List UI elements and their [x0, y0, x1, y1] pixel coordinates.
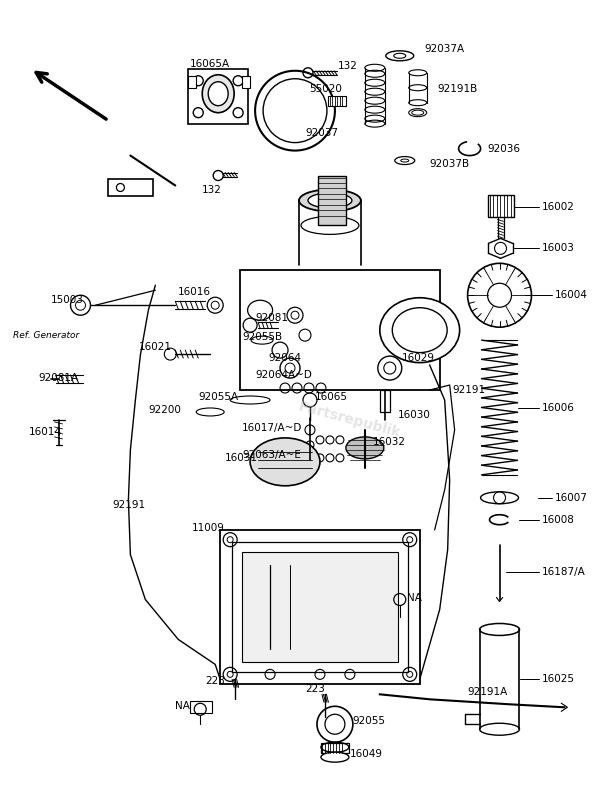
Text: 92200: 92200: [148, 405, 181, 415]
Text: 223: 223: [205, 676, 225, 686]
Bar: [188, 69, 248, 124]
Text: 92064: 92064: [268, 353, 301, 363]
Ellipse shape: [321, 752, 349, 762]
Text: 16002: 16002: [541, 202, 574, 213]
Text: 16008: 16008: [541, 514, 574, 525]
Text: 16003: 16003: [541, 243, 574, 254]
Text: Ref. Generator: Ref. Generator: [13, 330, 79, 340]
Text: 16004: 16004: [554, 290, 587, 300]
Text: 16029: 16029: [402, 353, 435, 363]
Text: 16017/A~D: 16017/A~D: [242, 423, 302, 433]
Bar: [318, 175, 346, 226]
Text: 92064A~D: 92064A~D: [255, 370, 312, 380]
Text: 92191A: 92191A: [467, 687, 508, 698]
Ellipse shape: [308, 193, 352, 208]
Text: 92037A: 92037A: [425, 44, 465, 54]
Ellipse shape: [481, 492, 518, 504]
Text: 15003: 15003: [50, 295, 83, 306]
Text: 55020: 55020: [309, 84, 342, 94]
Bar: [328, 96, 346, 106]
Ellipse shape: [208, 82, 228, 106]
Text: 16049: 16049: [350, 749, 383, 759]
Bar: [240, 270, 440, 390]
Ellipse shape: [250, 438, 320, 486]
Bar: [188, 76, 196, 88]
Ellipse shape: [202, 74, 234, 113]
Ellipse shape: [479, 623, 520, 635]
Text: 92055A: 92055A: [198, 392, 238, 402]
Ellipse shape: [321, 742, 349, 752]
Text: 16030: 16030: [398, 410, 431, 420]
Ellipse shape: [301, 217, 359, 234]
Text: 92191: 92191: [452, 385, 486, 395]
Text: 16065A: 16065A: [190, 58, 230, 69]
Bar: [220, 530, 420, 684]
Text: 223: 223: [305, 684, 325, 694]
Text: 16025: 16025: [541, 674, 574, 684]
Text: 92036: 92036: [488, 143, 521, 154]
Bar: [380, 390, 390, 412]
Text: 16007: 16007: [554, 493, 587, 502]
Text: 16187/A: 16187/A: [541, 566, 585, 577]
Bar: [242, 552, 398, 662]
Bar: [190, 702, 212, 714]
Text: 92037: 92037: [305, 128, 338, 138]
Text: Partsrepublik: Partsrepublik: [297, 399, 403, 440]
Bar: [321, 743, 349, 753]
Text: 132: 132: [338, 61, 358, 70]
Bar: [488, 195, 514, 218]
Text: 92081: 92081: [255, 313, 288, 323]
Text: 11009: 11009: [192, 522, 225, 533]
Text: 16065: 16065: [315, 392, 348, 402]
Bar: [109, 178, 154, 197]
Text: 92063/A~E: 92063/A~E: [242, 450, 301, 460]
Text: NA: NA: [175, 702, 190, 711]
Ellipse shape: [380, 298, 460, 362]
Text: 132: 132: [202, 186, 222, 195]
Ellipse shape: [346, 437, 384, 459]
Text: 92081A: 92081A: [38, 373, 79, 383]
Text: 92191B: 92191B: [437, 84, 478, 94]
Text: 92191: 92191: [112, 500, 146, 510]
Text: 16006: 16006: [541, 403, 574, 413]
Text: 92055: 92055: [352, 716, 385, 726]
Text: 92055B: 92055B: [242, 332, 282, 342]
Text: NA: NA: [407, 593, 422, 602]
Text: 16016: 16016: [178, 287, 211, 298]
Bar: [232, 542, 408, 672]
Text: 16021: 16021: [139, 342, 172, 352]
Text: 16014: 16014: [29, 427, 62, 437]
Text: 16032: 16032: [373, 437, 406, 447]
Text: 92037B: 92037B: [430, 158, 470, 169]
Ellipse shape: [299, 190, 361, 211]
Ellipse shape: [392, 308, 447, 353]
Text: 16031: 16031: [225, 453, 258, 463]
Ellipse shape: [365, 64, 385, 71]
Bar: [242, 76, 250, 88]
